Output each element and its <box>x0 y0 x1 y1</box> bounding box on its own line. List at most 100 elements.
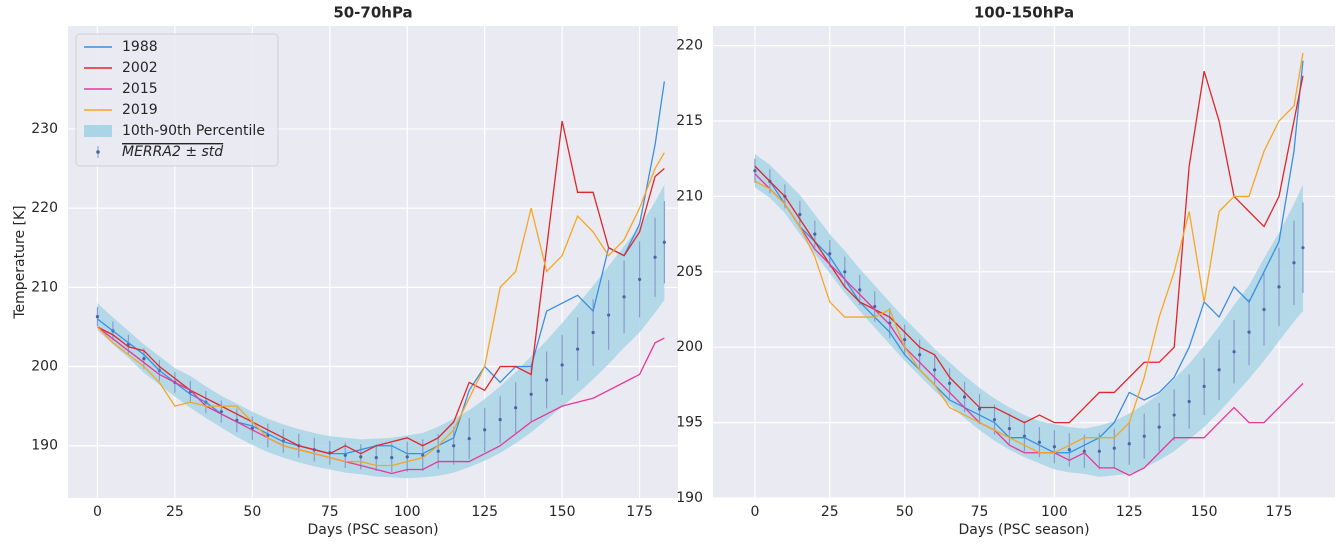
legend-box <box>75 33 279 167</box>
y-tick-label: 220 <box>31 200 58 216</box>
mean-point <box>1142 434 1146 438</box>
x-tick-label: 50 <box>243 504 261 520</box>
mean-point <box>467 437 471 441</box>
y-axis-label: Temperature [K] <box>12 205 28 319</box>
x-tick-label: 150 <box>1191 504 1218 520</box>
y-tick-label: 220 <box>676 38 703 54</box>
percentile-band <box>754 154 1303 477</box>
y-tick-label: 200 <box>676 339 703 355</box>
mean-point <box>813 232 817 236</box>
mean-point <box>1277 285 1281 289</box>
mean-point <box>359 455 363 459</box>
mean-point <box>858 288 862 292</box>
mean-point <box>1022 434 1027 438</box>
mean-point <box>947 381 952 385</box>
mean-point <box>918 353 922 357</box>
mean-point <box>1172 413 1176 417</box>
x-tick-label: 25 <box>166 504 184 520</box>
y-tick-label: 210 <box>31 279 58 295</box>
y-tick-label: 215 <box>676 113 703 129</box>
mean-point <box>933 368 937 372</box>
x-tick-label: 75 <box>321 504 339 520</box>
mean-point <box>343 453 347 457</box>
x-tick-label: 175 <box>1266 504 1293 520</box>
mean-point <box>962 395 967 399</box>
legend-label: 2019 <box>122 102 158 118</box>
mean-point <box>452 444 456 448</box>
mean-point <box>529 392 533 396</box>
x-tick-label: 150 <box>549 504 576 520</box>
y-tick-label: 190 <box>676 490 703 506</box>
mean-point <box>873 304 877 309</box>
y-tick-label: 230 <box>31 121 58 137</box>
mean-point <box>1112 446 1116 450</box>
mean-point <box>1247 330 1251 334</box>
x-tick-label: 125 <box>471 504 498 520</box>
mean-point <box>1217 368 1221 372</box>
panel: 50-70hPa 190 200 210 220 230 0 25 50 75 100 125 150 1… <box>12 4 678 538</box>
mean-point <box>798 212 802 217</box>
legend-label: 10th-90th Percentile <box>122 123 265 139</box>
y-tick-label: 200 <box>31 359 58 375</box>
mean-point <box>903 338 907 342</box>
mean-point <box>1301 246 1305 250</box>
legend-label: 1988 <box>122 39 158 55</box>
mean-point <box>843 270 847 274</box>
chart-title: 100-150hPa <box>974 4 1074 22</box>
mean-point <box>219 410 223 414</box>
x-tick-label: 175 <box>626 504 653 520</box>
mean-point <box>828 252 832 256</box>
mean-point <box>421 453 425 457</box>
mean-point <box>483 428 487 432</box>
mean-point <box>1262 307 1266 312</box>
mean-point <box>1052 445 1056 449</box>
mean-point <box>977 407 982 411</box>
mean-point <box>1292 261 1296 265</box>
mean-point <box>622 295 626 299</box>
legend-label: 2015 <box>122 81 158 97</box>
series-line <box>754 60 1304 454</box>
mean-point <box>545 378 549 382</box>
mean-point <box>1037 440 1042 444</box>
mean-point <box>992 417 997 422</box>
x-tick-label: 100 <box>1041 504 1068 520</box>
mean-point <box>1067 448 1071 452</box>
chart-title: 50-70hPa <box>333 4 412 22</box>
x-tick-label: 25 <box>821 504 839 520</box>
series-line <box>754 53 1304 454</box>
legend-label: 2002 <box>122 60 158 76</box>
mean-point <box>1097 449 1101 453</box>
mean-point <box>1127 442 1131 446</box>
mean-point <box>390 456 394 460</box>
legend-swatch <box>84 125 112 137</box>
mean-point <box>514 406 518 410</box>
mean-point <box>560 363 564 367</box>
x-tick-label: 50 <box>896 504 914 520</box>
y-tick-label: 195 <box>676 415 703 431</box>
x-tick-label: 0 <box>93 504 102 520</box>
series-line <box>754 71 1304 424</box>
y-tick-label: 190 <box>31 438 58 454</box>
legend-swatch <box>96 150 100 154</box>
y-tick-label: 205 <box>676 264 703 280</box>
series-line <box>97 81 666 455</box>
mean-point <box>653 255 657 259</box>
mean-point <box>142 357 146 361</box>
mean-point <box>662 240 666 244</box>
x-tick-label: 0 <box>750 504 759 520</box>
x-tick-label: 75 <box>971 504 989 520</box>
series-line <box>96 152 665 467</box>
legend-label: MERRA2 ± std <box>122 144 223 160</box>
percentile-band <box>97 184 665 479</box>
mean-point <box>1082 449 1086 453</box>
mean-point <box>1157 425 1161 429</box>
series-line <box>754 173 1304 477</box>
series-line <box>97 326 665 475</box>
mean-point <box>95 315 100 319</box>
panel: 100-150hPa 190 195 200 205 210 215 220 0 25 50 75 10… <box>676 4 1335 538</box>
series-line <box>97 120 665 455</box>
mean-point <box>637 277 642 282</box>
x-tick-label: 100 <box>394 504 421 520</box>
mean-point <box>1187 399 1191 404</box>
